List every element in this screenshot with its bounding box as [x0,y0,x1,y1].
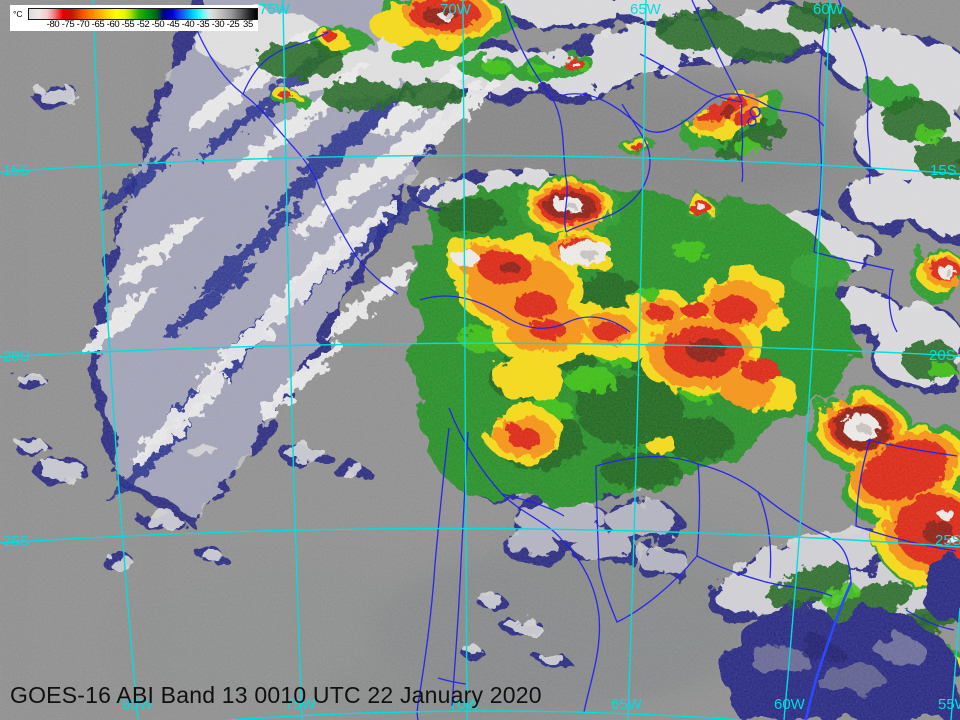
colorbar-tick: -60 [106,19,120,30]
colorbar-gradient [28,8,258,20]
meridian-80w [92,0,139,720]
lon-label-65w-bottom: 65W [611,696,642,713]
lat-label-25s-right: 25S [935,532,960,549]
lon-label-80w-bottom: 80W [122,696,153,713]
lon-label-75w-top: 75W [259,1,290,18]
colorbar-tick: -65 [91,19,105,30]
border-lines [195,0,958,720]
lon-label-60w-bottom: 60W [774,696,805,713]
meridian-60w [783,0,831,720]
colorbar-tick: -80 [46,19,60,30]
colorbar-units-label: °C [13,9,23,19]
colorbar-tick: -52 [136,19,150,30]
meridian-70w [462,0,468,720]
colorbar-tick: -75 [61,19,75,30]
temperature-colorbar: °C -80 -75 -70 -65 -60 -55 -52 -50 -45 -… [10,5,258,31]
parallel-30s [227,710,743,720]
lon-label-60w-top: 60W [813,1,844,18]
colorbar-tick: -30 [211,19,225,30]
parallel-20s [0,342,960,358]
lon-label-75w-bottom: 75W [285,696,316,713]
lat-label-25s-left: 25S [3,533,30,550]
parallel-15s [0,154,960,175]
colorbar-tick: -55 [121,19,135,30]
lat-label-20s-right: 20S [929,347,956,364]
parallel-25s [0,527,960,548]
lon-label-65w-top: 65W [630,1,661,18]
lat-label-20s-left: 20S [3,348,30,365]
lat-label-15s-right: 15S [930,162,957,179]
colorbar-tick: -40 [181,19,195,30]
lon-label-70w-bottom: 70W [449,696,480,713]
colorbar-tick: 35 [243,19,253,30]
colorbar-tick: -45 [166,19,180,30]
lon-label-70w-top: 70W [440,1,471,18]
meridian-65w [627,0,647,720]
lon-label-55w-bottom: 55W [938,696,960,713]
colorbar-tick: -25 [226,19,240,30]
meridian-75w [282,0,303,720]
product-timestamp-caption: GOES-16 ABI Band 13 0010 UTC 22 January … [10,682,542,708]
meridian-55w [950,607,960,720]
colorbar-tick: -50 [151,19,165,30]
colorbar-tick: -70 [76,19,90,30]
lat-label-15s-left: 15S [3,162,30,179]
colorbar-tick: -35 [196,19,210,30]
river-line [804,582,853,720]
